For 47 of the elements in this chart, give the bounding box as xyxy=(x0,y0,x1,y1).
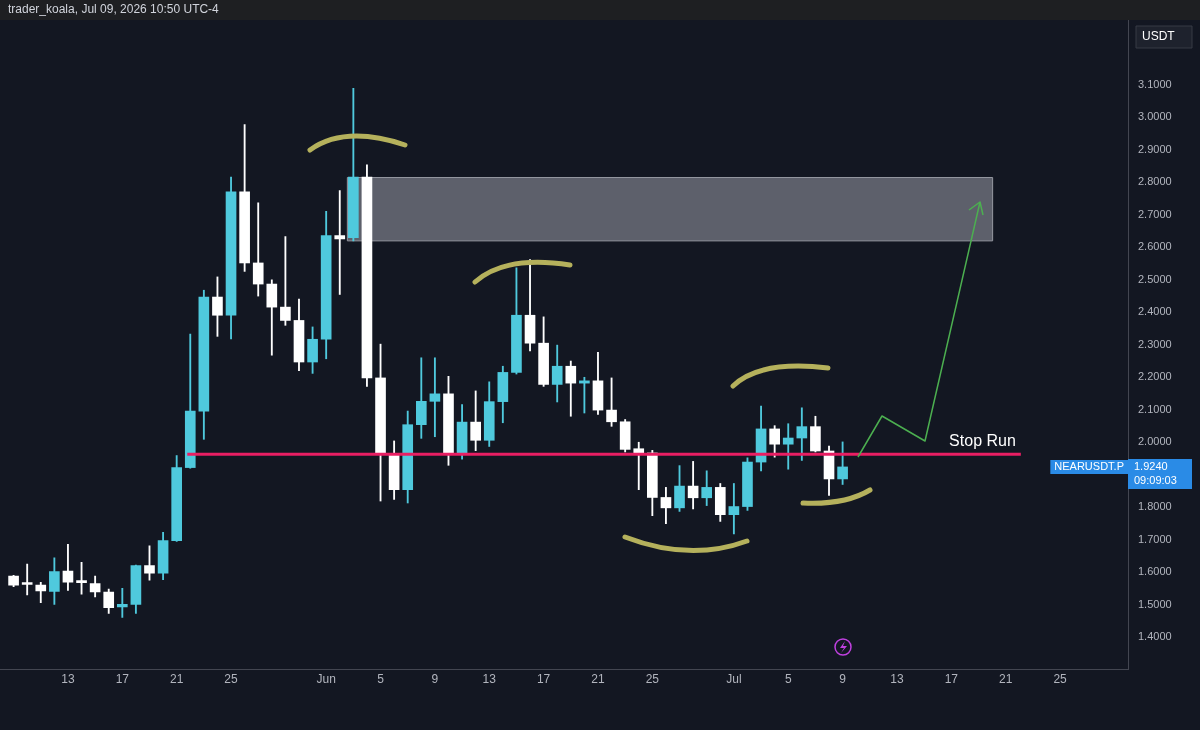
y-tick-label: 1.5000 xyxy=(1138,597,1172,610)
x-tick-label: 13 xyxy=(890,672,904,687)
y-tick-label: 1.7000 xyxy=(1138,532,1172,545)
candlestick xyxy=(116,588,128,618)
x-tick-label: 17 xyxy=(115,672,130,687)
candlestick xyxy=(429,357,441,438)
x-tick-label: 9 xyxy=(431,672,439,687)
y-tick-label: 1.6000 xyxy=(1138,565,1172,578)
text: trader_koala, Jul 09, 2026 10:50 UTC-4 xyxy=(8,2,220,17)
y-tick-label: 2.3000 xyxy=(1138,337,1172,350)
candlestick xyxy=(633,441,645,490)
x-tick-label: 25 xyxy=(224,672,239,687)
candlestick xyxy=(280,236,291,326)
y-tick-label: 2.1000 xyxy=(1138,402,1172,415)
x-tick-label: 21 xyxy=(170,672,184,687)
y-tick-label: 2.8000 xyxy=(1138,175,1172,188)
y-axis-title: USDT xyxy=(1142,29,1176,44)
x-tick-label: 5 xyxy=(377,672,385,687)
y-tick-label: 2.2000 xyxy=(1138,370,1172,383)
x-tick-label: 25 xyxy=(645,672,660,687)
y-tick-label: 2.0000 xyxy=(1138,435,1172,448)
x-tick-label: 17 xyxy=(944,672,959,687)
y-tick-label: 1.4000 xyxy=(1138,630,1172,643)
x-tick-label: 21 xyxy=(999,672,1013,687)
x-tick-label: 13 xyxy=(61,672,75,687)
text: 09:09:03 xyxy=(1134,473,1177,486)
candlestick xyxy=(334,190,346,295)
ref-line-label: Stop Run xyxy=(949,431,1016,449)
x-tick-label: 25 xyxy=(1053,672,1068,687)
y-tick-label: 2.7000 xyxy=(1138,207,1172,220)
annotation: NEARUSDT.P xyxy=(1054,459,1124,472)
text: 1.9240 xyxy=(1134,459,1168,472)
x-tick-label: 21 xyxy=(591,672,605,687)
x-tick-label: Jul xyxy=(726,672,742,687)
y-tick-label: 3.0000 xyxy=(1138,110,1172,123)
y-tick-label: 1.8000 xyxy=(1138,500,1172,513)
x-tick-label: 9 xyxy=(839,672,847,687)
x-tick-label: 17 xyxy=(536,672,551,687)
y-tick-label: 2.4000 xyxy=(1138,305,1172,318)
x-tick-label: 5 xyxy=(784,672,792,687)
x-tick-label: Jun xyxy=(316,672,336,687)
candlestick xyxy=(21,563,33,596)
y-tick-label: 3.1000 xyxy=(1138,77,1172,90)
x-tick-label: 13 xyxy=(482,672,497,687)
y-tick-label: 2.6000 xyxy=(1138,240,1172,253)
y-tick-label: 2.9000 xyxy=(1138,142,1172,155)
y-tick-label: 2.5000 xyxy=(1138,272,1172,285)
